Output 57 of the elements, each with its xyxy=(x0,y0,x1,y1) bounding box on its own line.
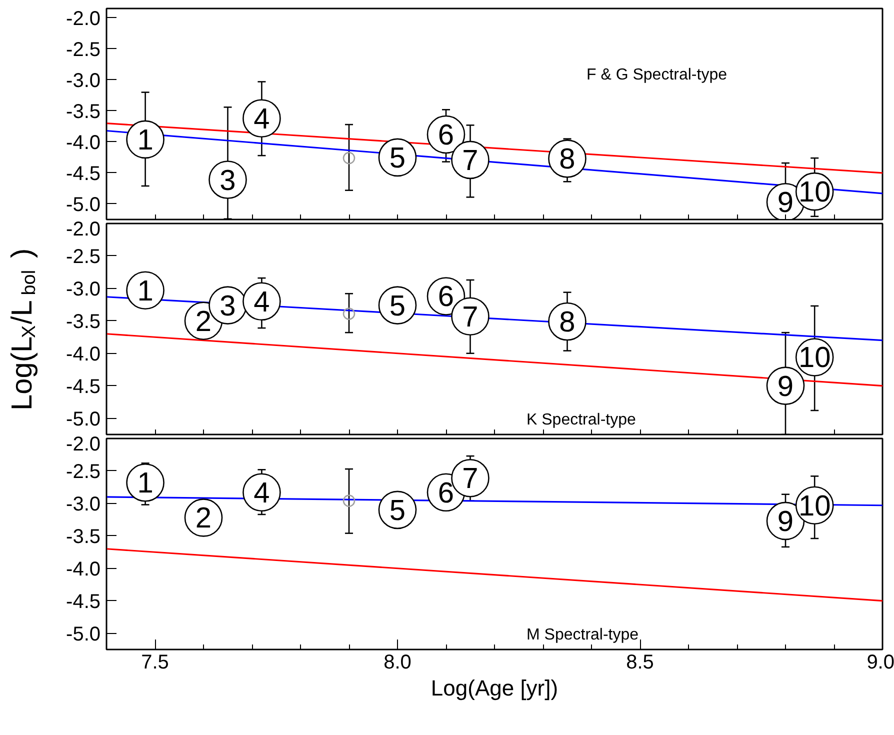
annotation: 9 xyxy=(777,370,794,403)
annotation: 10 xyxy=(798,342,831,374)
annotation: 4 xyxy=(254,103,270,136)
x-tick-label: 8.5 xyxy=(626,652,654,674)
y-tick-label: -4.0 xyxy=(66,558,101,580)
y-tick-label: -5.0 xyxy=(66,408,101,430)
y-tick-label: -4.5 xyxy=(66,376,101,398)
x-axis-title: Log(Age [yr]) xyxy=(430,676,558,700)
annotation: 8 xyxy=(559,306,576,339)
annotation: 5 xyxy=(389,142,406,174)
y-tick-label: -4.0 xyxy=(66,343,101,366)
y-tick-label: -3.5 xyxy=(66,526,101,548)
y-tick-label: -5.0 xyxy=(66,623,101,646)
y-tick-label: -2.0 xyxy=(66,8,101,30)
annotation: 10 xyxy=(798,176,831,209)
annotation: 3 xyxy=(220,164,236,197)
annotation: 8 xyxy=(559,144,576,176)
annotation: 6 xyxy=(438,281,454,314)
annotation: 1 xyxy=(137,275,154,308)
annotation: F & G Spectral-type xyxy=(586,66,728,84)
y-tick-label: -4.0 xyxy=(66,132,101,154)
y-tick-label: -3.0 xyxy=(66,493,101,516)
annotation: 1 xyxy=(137,124,154,156)
y-tick-label: -2.5 xyxy=(66,38,101,61)
annotation: 6 xyxy=(438,477,454,510)
y-tick-label: -4.5 xyxy=(66,590,101,613)
annotation: 6 xyxy=(438,119,454,152)
annotation: 4 xyxy=(254,286,270,318)
annotation: 9 xyxy=(777,506,794,538)
annotation: 1 xyxy=(137,468,154,500)
annotation: 2 xyxy=(195,306,212,338)
y-tick-label: -5.0 xyxy=(66,194,101,216)
y-tick-label: -3.5 xyxy=(66,310,101,333)
y-tick-label: -3.0 xyxy=(66,70,101,92)
annotation: 4 xyxy=(254,477,270,510)
annotation: M Spectral-type xyxy=(526,626,639,644)
x-tick-label: 8.0 xyxy=(384,652,412,674)
annotation: 7 xyxy=(462,301,478,334)
y-axis-title: Log(LX/Lbol) xyxy=(6,248,40,411)
annotation: 2 xyxy=(195,502,212,535)
x-tick-label: 9.0 xyxy=(866,652,894,674)
y-tick-label: -3.5 xyxy=(66,100,101,123)
y-tick-label: -2.0 xyxy=(66,434,101,456)
y-tick-label: -2.5 xyxy=(66,246,101,268)
y-tick-label: -4.5 xyxy=(66,162,101,185)
x-tick-label: 7.5 xyxy=(141,652,169,674)
y-tick-label: -3.0 xyxy=(66,278,101,300)
annotation: 7 xyxy=(462,144,478,177)
annotation: 9 xyxy=(777,187,794,220)
annotation: 3 xyxy=(220,290,236,322)
annotation: 7 xyxy=(462,463,478,496)
annotation: 5 xyxy=(389,290,406,322)
y-tick-label: -2.0 xyxy=(66,218,101,240)
annotation: 5 xyxy=(389,494,406,527)
annotation: K Spectral-type xyxy=(526,412,636,428)
annotation: 10 xyxy=(798,490,831,522)
y-tick-label: -2.5 xyxy=(66,460,101,483)
